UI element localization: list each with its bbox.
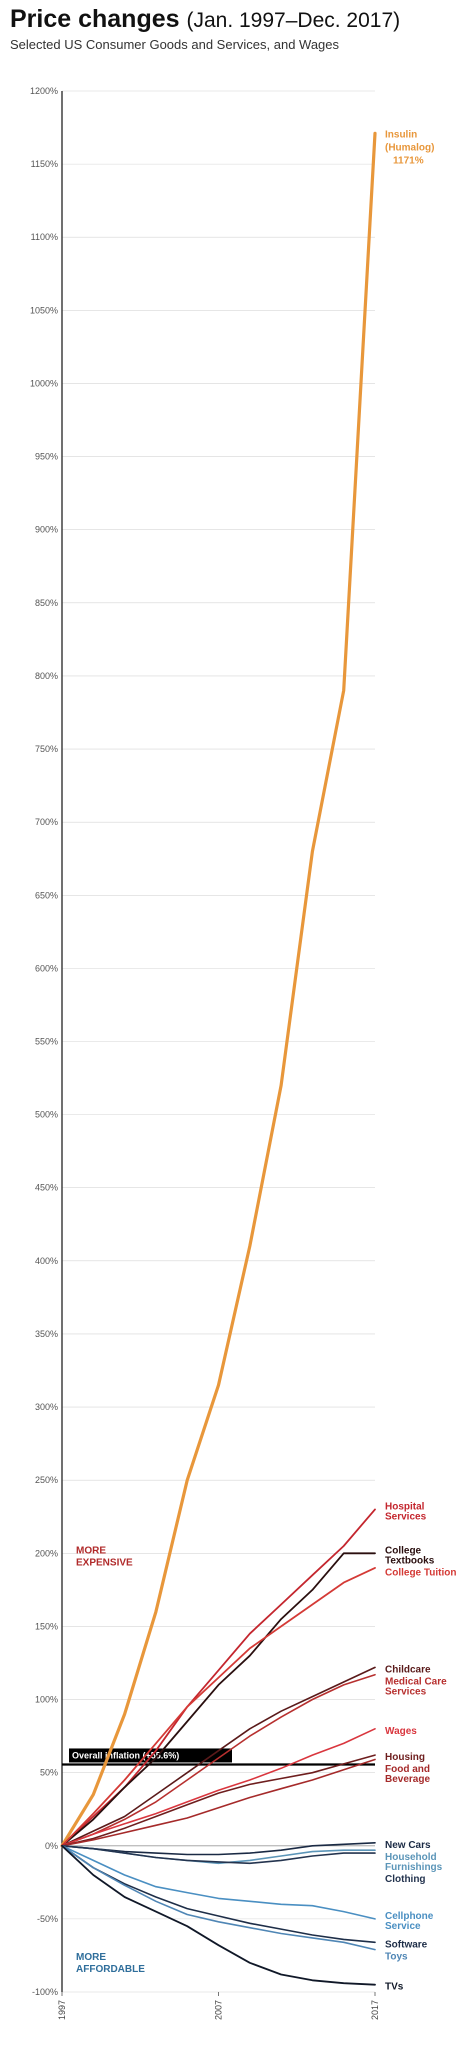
series-line-cellphone-service — [61, 1845, 376, 1920]
x-tick-label: 2007 — [214, 2000, 224, 2020]
series-line-childcare — [61, 1666, 376, 1847]
y-tick-label: 950% — [35, 452, 58, 462]
series-label-tvs: TVs — [385, 1982, 404, 1993]
series-label-medical-care-services: Services — [385, 1686, 427, 1697]
series-line-college-tuition — [61, 1567, 376, 1847]
y-tick-label: 1050% — [30, 305, 58, 315]
series-label-clothing: Clothing — [385, 1874, 426, 1885]
more-expensive-label: EXPENSIVE — [76, 1557, 133, 1568]
y-tick-label: 1150% — [31, 159, 58, 169]
y-tick-label: 850% — [35, 598, 58, 608]
series-label-toys: Toys — [385, 1951, 408, 1962]
y-tick-label: 450% — [35, 1183, 58, 1193]
series-line-wages — [61, 1728, 376, 1847]
more-affordable-label: MORE — [76, 1952, 106, 1963]
chart-grid — [61, 90, 375, 1993]
series-label-hospital-services: Services — [385, 1511, 427, 1522]
series-line-clothing — [61, 1845, 376, 1865]
series-label-new-cars: New Cars — [385, 1840, 431, 1851]
series-label-household-furnishings: Household — [385, 1852, 437, 1863]
y-tick-label: 350% — [35, 1329, 58, 1339]
chart-subtitle: Selected US Consumer Goods and Services,… — [10, 37, 340, 52]
chart-header: Price changes (Jan. 1997–Dec. 2017) Sele… — [10, 4, 460, 52]
y-tick-label: 50% — [40, 1768, 58, 1778]
y-tick-label: 300% — [35, 1402, 58, 1412]
series-line-insulin-humalog — [60, 131, 377, 1848]
y-tick-label: 1000% — [30, 378, 58, 388]
series-lines — [60, 131, 377, 1986]
y-tick-label: 700% — [35, 817, 58, 827]
series-label-college-textbooks: College — [385, 1545, 422, 1556]
series-line-new-cars — [61, 1842, 376, 1856]
series-line-food-and-beverage — [61, 1758, 376, 1847]
series-label-hospital-services: Hospital — [385, 1501, 425, 1512]
y-tick-label: 100% — [35, 1695, 58, 1705]
series-label-wages: Wages — [385, 1726, 417, 1737]
chart-title-range: (Jan. 1997–Dec. 2017) — [186, 9, 401, 32]
y-tick-label: 900% — [35, 525, 58, 535]
series-label-childcare: Childcare — [385, 1664, 431, 1675]
y-tick-label: 500% — [35, 1110, 58, 1120]
chart-title: Price changes (Jan. 1997–Dec. 2017) — [10, 4, 460, 36]
y-tick-label: 550% — [35, 1037, 58, 1047]
y-tick-label: 600% — [35, 963, 58, 973]
series-line-housing — [61, 1754, 376, 1847]
series-line-tvs — [61, 1844, 376, 1986]
series-line-software — [61, 1845, 376, 1944]
series-label-medical-care-services: Medical Care — [385, 1676, 447, 1687]
series-label-insulin-humalog: (Humalog) — [385, 142, 434, 153]
series-label-software: Software — [385, 1939, 428, 1950]
y-tick-label: 1200% — [30, 86, 58, 96]
y-tick-label: 150% — [35, 1621, 58, 1631]
x-tick-label: 2017 — [370, 2000, 380, 2020]
y-tick-label: 200% — [35, 1548, 58, 1558]
x-tick-label: 1997 — [57, 2000, 67, 2020]
series-label-insulin-humalog: 1171% — [393, 155, 424, 166]
series-label-food-and-beverage: Beverage — [385, 1774, 430, 1785]
series-label-cellphone-service: Cellphone — [385, 1911, 434, 1922]
inflation-label: Overall inflation (+55.6%) — [72, 1750, 179, 1760]
y-tick-label: 750% — [35, 744, 58, 754]
y-tick-label: 650% — [35, 890, 58, 900]
series-label-insulin-humalog: Insulin — [385, 129, 417, 140]
series-labels: HospitalServicesCollegeTextbooksCollege … — [385, 129, 456, 1992]
y-tick-label: -100% — [32, 1987, 58, 1997]
y-tick-label: -50% — [37, 1914, 58, 1924]
y-axis-ticks: -100% -50% 0% 50% 100% 150% 200% 250% 300% 350% 40… — [30, 86, 58, 1997]
series-line-medical-care-services — [61, 1673, 376, 1847]
x-axis-ticks: 1997 2007 2017 — [57, 1992, 380, 2020]
series-label-cellphone-service: Service — [385, 1921, 421, 1932]
y-tick-label: 250% — [35, 1475, 58, 1485]
y-tick-label: 400% — [35, 1256, 58, 1266]
series-label-housing: Housing — [385, 1752, 425, 1763]
more-expensive-label: MORE — [76, 1545, 106, 1556]
chart-title-bold: Price changes — [10, 5, 180, 33]
series-label-college-textbooks: Textbooks — [385, 1555, 435, 1566]
series-line-college-textbooks — [61, 1552, 376, 1847]
y-tick-label: 0% — [45, 1841, 58, 1851]
more-affordable-label: AFFORDABLE — [76, 1964, 145, 1975]
y-tick-label: 1100% — [31, 232, 58, 242]
y-tick-label: 800% — [35, 671, 58, 681]
series-label-household-furnishings: Furnishings — [385, 1862, 443, 1873]
series-label-food-and-beverage: Food and — [385, 1764, 430, 1775]
series-label-college-tuition: College Tuition — [385, 1567, 456, 1578]
series-line-toys — [61, 1845, 376, 1951]
